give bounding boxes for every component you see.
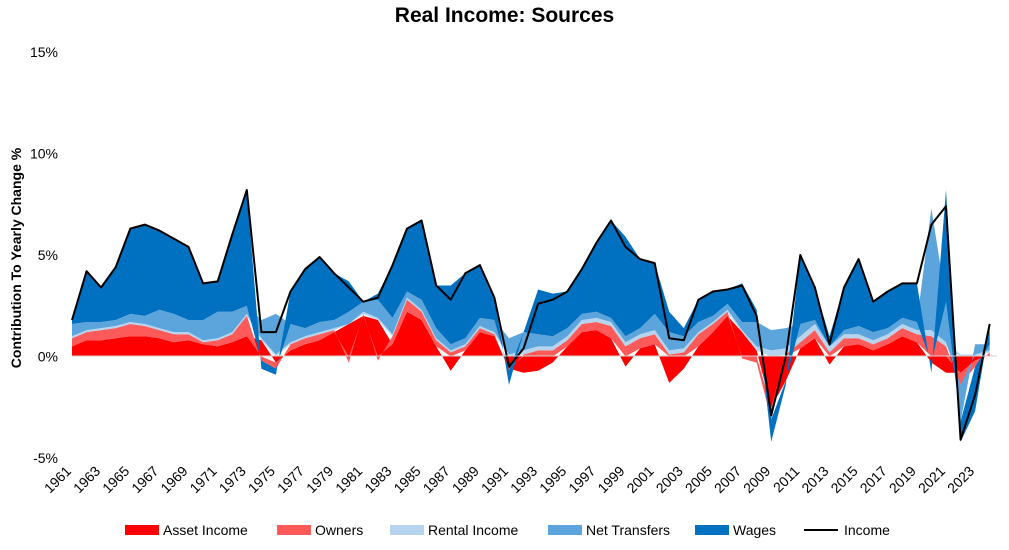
legend-label-net-transfers: Net Transfers — [586, 522, 671, 538]
income-series — [71, 189, 991, 441]
x-tick-label: 2007 — [711, 463, 744, 496]
x-tick-label: 2019 — [886, 463, 919, 496]
y-tick-label: -5% — [33, 450, 58, 466]
legend-item-net-transfers: Net Transfers — [548, 522, 670, 538]
legend-swatch-owners — [277, 525, 311, 535]
x-tick-label: 1965 — [99, 463, 132, 496]
x-tick-label: 2023 — [944, 463, 977, 496]
x-tick-label: 2003 — [653, 463, 686, 496]
legend-swatch-asset-income — [125, 525, 159, 535]
legend-item-asset-income: Asset Income — [125, 522, 248, 538]
legend: Asset Income Owners Rental Income Net Tr… — [0, 522, 1009, 542]
x-tick-label: 1991 — [478, 463, 511, 496]
legend-item-wages: Wages — [695, 522, 776, 538]
y-tick-label: 10% — [30, 146, 58, 162]
x-tick-label: 1989 — [449, 463, 482, 496]
y-axis-ticks: -5% 0% 5% 10% 15% — [30, 44, 58, 466]
legend-swatch-wages — [695, 525, 729, 535]
chart-title: Real Income: Sources — [394, 4, 615, 27]
legend-swatch-rental-income — [390, 525, 424, 535]
legend-label-owners: Owners — [315, 522, 364, 538]
x-tick-label: 1977 — [274, 463, 307, 496]
y-tick-label: 15% — [30, 44, 58, 60]
x-tick-label: 1997 — [565, 463, 598, 496]
x-tick-label: 2011 — [770, 463, 803, 496]
legend-label-rental-income: Rental Income — [428, 522, 519, 538]
x-tick-label: 1981 — [332, 463, 365, 496]
line-income — [71, 189, 991, 441]
x-tick-label: 2017 — [857, 463, 890, 496]
x-tick-label: 1983 — [361, 463, 394, 496]
y-tick-label: 5% — [38, 247, 58, 263]
x-tick-label: 1985 — [390, 463, 423, 496]
x-tick-label: 1961 — [41, 463, 74, 496]
x-tick-label: 2015 — [827, 463, 860, 496]
legend-item-rental-income: Rental Income — [390, 522, 518, 538]
legend-label-wages: Wages — [733, 522, 777, 538]
x-tick-label: 2021 — [915, 463, 948, 496]
legend-item-owners: Owners — [277, 522, 363, 538]
x-axis-ticks: 1961196319651967196919711973197519771979… — [41, 463, 978, 497]
x-tick-label: 1999 — [594, 463, 627, 496]
x-tick-label: 1993 — [507, 463, 540, 496]
x-tick-label: 1963 — [70, 463, 103, 496]
area-asset-income — [72, 311, 990, 408]
x-tick-label: 1973 — [216, 463, 249, 496]
stacked-areas — [72, 190, 990, 442]
x-tick-label: 1979 — [303, 463, 336, 496]
area-wages — [72, 190, 990, 442]
legend-swatch-income — [804, 529, 838, 531]
legend-item-income: Income — [804, 522, 890, 538]
x-tick-label: 2013 — [798, 463, 831, 496]
x-tick-label: 1995 — [536, 463, 569, 496]
x-tick-label: 2009 — [740, 463, 773, 496]
legend-label-asset-income: Asset Income — [163, 522, 248, 538]
x-tick-label: 1971 — [186, 463, 219, 496]
x-tick-label: 2001 — [623, 463, 656, 496]
legend-label-income: Income — [844, 522, 890, 538]
x-tick-label: 1969 — [157, 463, 190, 496]
y-tick-label: 0% — [38, 349, 58, 365]
x-tick-label: 2005 — [682, 463, 715, 496]
x-tick-label: 1987 — [420, 463, 453, 496]
x-tick-label: 1967 — [128, 463, 161, 496]
legend-swatch-net-transfers — [548, 525, 582, 535]
x-tick-label: 1975 — [245, 463, 278, 496]
